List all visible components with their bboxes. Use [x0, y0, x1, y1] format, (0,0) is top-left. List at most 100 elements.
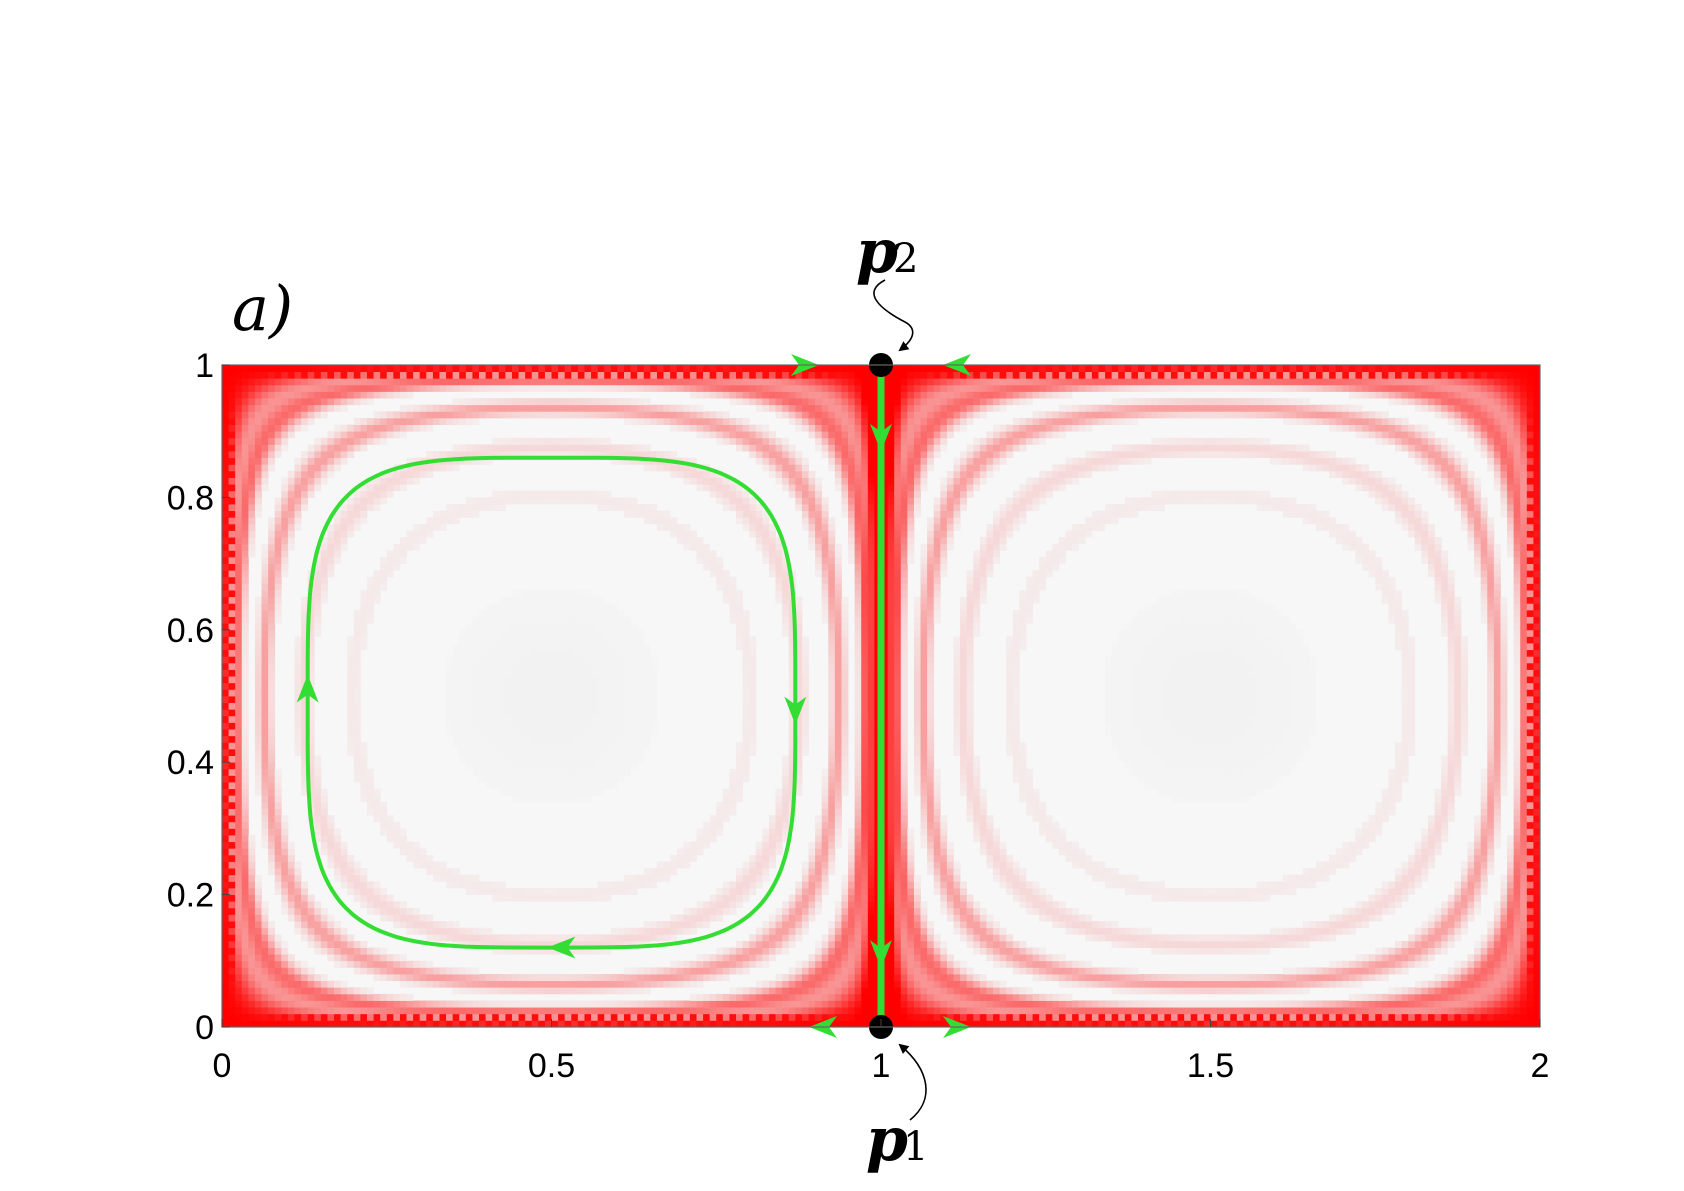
- field-cell: [235, 907, 243, 915]
- field-cell: [366, 907, 374, 915]
- field-cell: [1164, 1020, 1172, 1027]
- field-cell: [1434, 914, 1442, 922]
- field-cell: [676, 1020, 684, 1027]
- field-cell: [538, 940, 546, 948]
- field-cell: [1217, 974, 1225, 982]
- field-cell: [1401, 868, 1409, 876]
- field-cell: [1296, 735, 1304, 743]
- field-cell: [1427, 815, 1435, 823]
- field-cell: [993, 1020, 1001, 1027]
- field-cell: [1401, 1000, 1409, 1008]
- field-cell: [551, 742, 559, 750]
- field-cell: [307, 974, 315, 982]
- field-cell: [294, 868, 302, 876]
- field-cell: [1170, 987, 1178, 995]
- field-cell: [301, 1013, 309, 1021]
- field-cell: [1164, 934, 1172, 942]
- field-cell: [913, 921, 921, 929]
- field-cell: [1447, 987, 1455, 995]
- field-cell: [446, 967, 454, 975]
- field-cell: [1513, 993, 1521, 1001]
- field-cell: [307, 921, 315, 929]
- field-cell: [689, 907, 697, 915]
- field-cell: [854, 901, 862, 909]
- field-cell: [979, 980, 987, 988]
- field-cell: [848, 954, 856, 962]
- field-cell: [538, 894, 546, 902]
- field-cell: [742, 861, 750, 869]
- field-cell: [854, 954, 862, 962]
- field-cell: [419, 914, 427, 922]
- field-cell: [900, 795, 908, 803]
- field-cell: [788, 921, 796, 929]
- field-cell: [900, 901, 908, 909]
- field-cell: [1131, 1007, 1139, 1015]
- field-cell: [1025, 782, 1033, 790]
- field-cell: [353, 755, 361, 763]
- field-cell: [1072, 967, 1080, 975]
- field-cell: [334, 1000, 342, 1008]
- field-cell: [933, 768, 941, 776]
- field-cell: [1111, 974, 1119, 982]
- field-cell: [1184, 894, 1192, 902]
- field-cell: [1533, 1007, 1540, 1015]
- field-cell: [1276, 762, 1284, 770]
- field-cell: [782, 993, 790, 1001]
- field-cell: [241, 887, 249, 895]
- field-cell: [544, 782, 552, 790]
- field-cell: [623, 748, 631, 756]
- field-cell: [1236, 940, 1244, 948]
- field-cell: [867, 762, 875, 770]
- field-cell: [775, 815, 783, 823]
- field-cell: [294, 921, 302, 929]
- field-cell: [834, 921, 842, 929]
- field-cell: [577, 940, 585, 948]
- field-cell: [1138, 729, 1145, 737]
- field-cell: [531, 782, 539, 790]
- field-cell: [1144, 980, 1152, 988]
- field-cell: [1507, 835, 1515, 843]
- field-cell: [1335, 861, 1343, 869]
- field-cell: [1223, 755, 1231, 763]
- field-cell: [386, 1013, 394, 1021]
- field-cell: [235, 967, 243, 975]
- field-cell: [228, 828, 236, 836]
- field-cell: [327, 934, 335, 942]
- field-cell: [788, 974, 796, 982]
- field-cell: [828, 801, 836, 809]
- field-cell: [1111, 742, 1119, 750]
- field-cell: [1091, 967, 1099, 975]
- field-cell: [222, 874, 229, 882]
- field-cell: [452, 1020, 460, 1027]
- field-cell: [1474, 980, 1482, 988]
- field-cell: [920, 921, 928, 929]
- field-cell: [1414, 947, 1422, 955]
- field-cell: [558, 748, 566, 756]
- field-cell: [235, 775, 243, 783]
- field-cell: [479, 881, 486, 889]
- field-cell: [854, 828, 862, 836]
- field-cell: [1085, 960, 1093, 968]
- field-cell: [511, 742, 519, 750]
- field-cell: [689, 914, 697, 922]
- field-cell: [973, 821, 981, 829]
- field-cell: [1157, 987, 1165, 995]
- field-cell: [663, 927, 671, 935]
- field-cell: [1203, 782, 1211, 790]
- field-cell: [643, 927, 651, 935]
- field-cell: [788, 768, 796, 776]
- field-cell: [953, 974, 961, 982]
- field-cell: [1533, 801, 1540, 809]
- field-cell: [973, 828, 981, 836]
- field-cell: [235, 974, 243, 982]
- field-cell: [1250, 934, 1258, 942]
- field-cell: [973, 835, 981, 843]
- field-cell: [373, 947, 381, 955]
- field-cell: [393, 901, 401, 909]
- field-cell: [637, 980, 645, 988]
- field-cell: [900, 980, 908, 988]
- field-cell: [920, 967, 928, 975]
- field-cell: [999, 854, 1007, 862]
- field-cell: [353, 1000, 361, 1008]
- field-cell: [1296, 927, 1304, 935]
